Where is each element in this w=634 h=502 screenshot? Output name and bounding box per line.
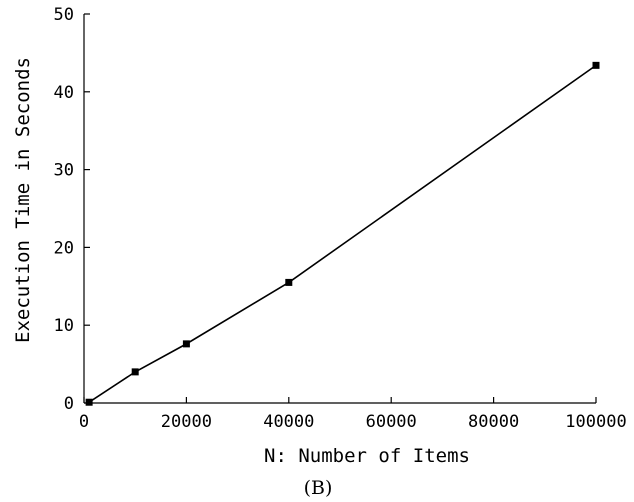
- series: [85, 61, 600, 406]
- x-tick-label: 40000: [263, 412, 314, 432]
- y-tick-label: 20: [54, 238, 74, 258]
- data-point-marker: [131, 368, 139, 376]
- x-axis-title: N: Number of Items: [264, 445, 470, 467]
- y-tick-label: 40: [54, 83, 74, 103]
- y-axis-title: Execution Time in Seconds: [12, 57, 34, 343]
- axes: [83, 14, 596, 404]
- x-tick-label: 60000: [366, 412, 417, 432]
- x-tick-label: 80000: [468, 412, 519, 432]
- figure-caption: (B): [304, 477, 333, 499]
- data-point-marker: [182, 340, 190, 348]
- tick-labels: 0 20000 40000 60000 80000 100000 0 10 20 30 40 50: [54, 5, 627, 432]
- y-tick-label: 30: [54, 161, 74, 181]
- data-point-marker: [85, 398, 93, 406]
- y-tick-label: 10: [54, 316, 74, 336]
- y-tick-label: 50: [54, 5, 74, 25]
- ticks: [83, 13, 597, 404]
- x-tick-label: 100000: [565, 412, 626, 432]
- data-point-marker: [285, 278, 293, 286]
- series-line: [88, 64, 597, 403]
- data-point-marker: [592, 61, 600, 69]
- x-tick-label: 20000: [161, 412, 212, 432]
- x-tick-label: 0: [79, 412, 89, 432]
- y-tick-label: 0: [64, 394, 74, 414]
